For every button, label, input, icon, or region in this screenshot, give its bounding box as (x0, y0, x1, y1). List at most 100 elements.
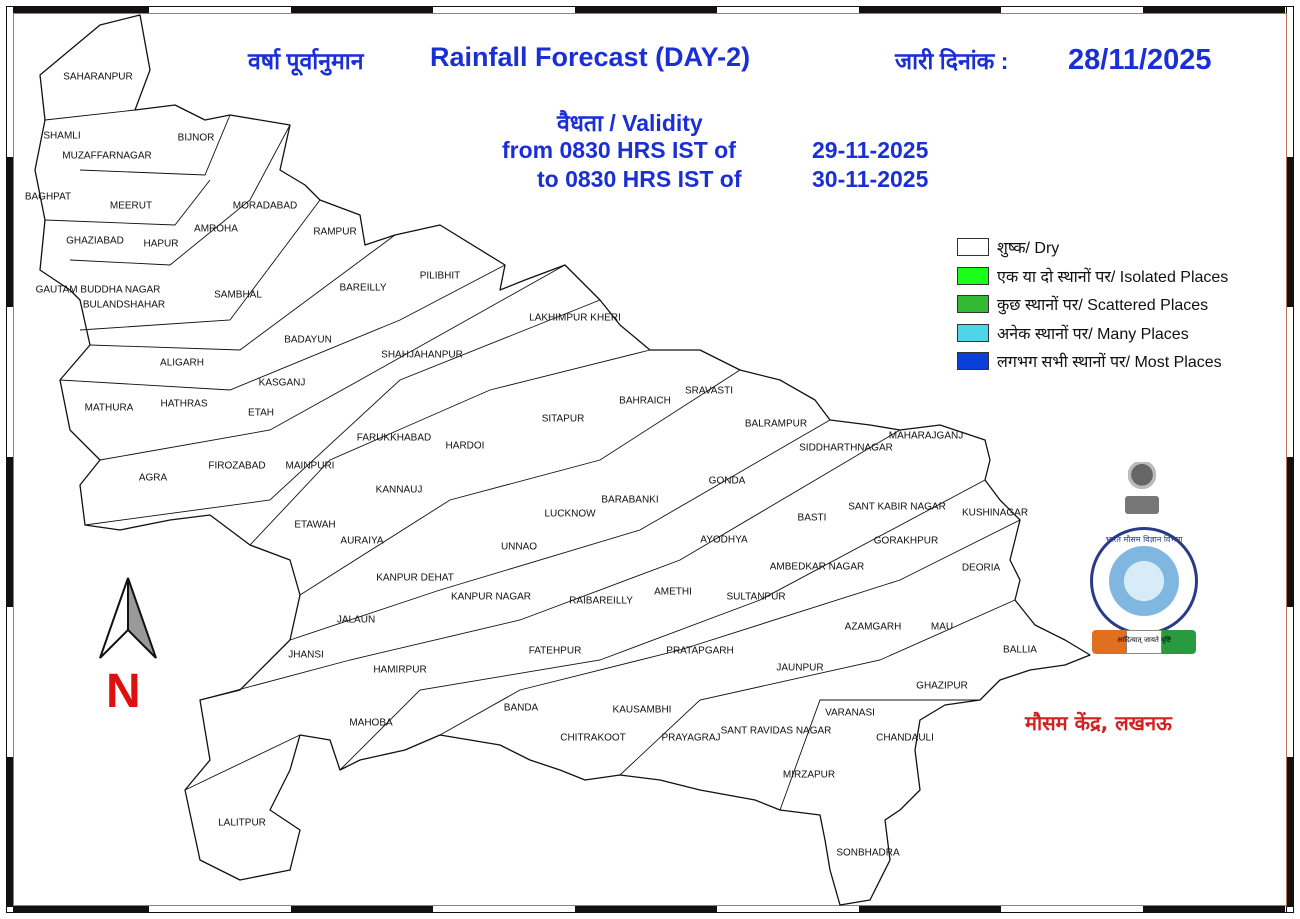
district-label: MAU (930, 621, 954, 633)
district-label: DEORIA (961, 562, 1001, 574)
legend-swatch (957, 323, 989, 342)
district-label: AURAIYA (340, 535, 384, 547)
district-label: HARDOI (445, 440, 485, 452)
legend-item-scattered: कुछ स्थानों पर/ Scattered Places (957, 290, 1228, 319)
district-label: VARANASI (825, 707, 875, 719)
district-label: BALLIA (1003, 644, 1037, 656)
imd-logo: भारत मौसम विज्ञान विभाग (1090, 527, 1198, 635)
district-label: BADAYUN (284, 334, 332, 346)
district-label: MATHURA (84, 402, 134, 414)
imd-motto-text: आदित्यात् जायते वृष्टि (1117, 636, 1171, 644)
district-label: PRATAPGARH (666, 645, 734, 657)
district-label: UNNAO (500, 541, 538, 553)
district-label: MORADABAD (232, 200, 298, 212)
district-label: BANDA (503, 702, 539, 714)
district-label: BULANDSHAHAR (82, 299, 166, 311)
district-label: HAPUR (143, 238, 179, 250)
title-hindi: वर्षा पूर्वानुमान (248, 48, 364, 74)
district-label: PRAYAGRAJ (661, 732, 721, 744)
validity-from-date: 29-11-2025 (812, 137, 929, 163)
district-label: BAREILLY (339, 282, 387, 294)
district-label: LUCKNOW (544, 508, 596, 520)
district-label: GONDA (708, 475, 746, 487)
legend-swatch (957, 352, 989, 371)
district-label: SIDDHARTHNAGAR (799, 442, 893, 454)
legend-item-many: अनेक स्थानों पर/ Many Places (957, 319, 1228, 348)
district-label: AYODHYA (700, 534, 748, 546)
district-label: MEERUT (109, 200, 153, 212)
district-label: AMROHA (194, 223, 238, 235)
national-emblem-icon (1122, 462, 1162, 524)
district-label: KANNAUJ (375, 484, 423, 496)
district-label: FARUKKHABAD (356, 432, 432, 444)
district-label: HATHRAS (160, 398, 208, 410)
district-label: RAIBAREILLY (569, 595, 633, 607)
district-label: CHANDAULI (876, 732, 934, 744)
legend-swatch (957, 266, 989, 285)
north-arrow-icon (99, 577, 157, 659)
district-label: SULTANPUR (726, 591, 786, 603)
north-label: N (106, 665, 141, 718)
district-label: SRAVASTI (685, 385, 733, 397)
district-label: SANT KABIR NAGAR (848, 501, 946, 513)
district-label: SITAPUR (541, 413, 585, 425)
legend: शुष्क/ Dry एक या दो स्थानों पर/ Isolated… (957, 233, 1228, 376)
district-label: BIJNOR (177, 132, 215, 144)
legend-label: एक या दो स्थानों पर/ Isolated Places (997, 268, 1229, 286)
district-label: BALRAMPUR (744, 418, 808, 430)
district-label: RAMPUR (313, 226, 357, 238)
district-label: AMBEDKAR NAGAR (769, 561, 865, 573)
legend-item-dry: शुष्क/ Dry (957, 233, 1228, 262)
district-label: LAKHIMPUR KHERI (529, 312, 621, 324)
district-boundaries (44, 109, 1021, 811)
district-label: GHAZIABAD (66, 235, 124, 247)
district-label: HAMIRPUR (373, 664, 427, 676)
district-label: MAINPURI (285, 460, 335, 472)
district-label: SAMBHAL (214, 289, 262, 301)
legend-label: शुष्क/ Dry (997, 240, 1060, 258)
district-label: FATEHPUR (528, 645, 582, 657)
district-label: ETAH (248, 407, 274, 419)
district-label: ALIGARH (160, 357, 204, 369)
district-label: SANT RAVIDAS NAGAR (720, 725, 832, 737)
footer-office: मौसम केंद्र, लखनऊ (1025, 711, 1172, 735)
legend-swatch (957, 238, 989, 257)
district-label: KANPUR NAGAR (450, 591, 532, 603)
district-label: SHAHJAHANPUR (381, 349, 463, 361)
district-label: CHITRAKOOT (560, 732, 626, 744)
map-inner-border (13, 13, 1287, 906)
issue-date: 28/11/2025 (1068, 44, 1212, 76)
imd-logo-text: भारत मौसम विज्ञान विभाग (1105, 535, 1183, 544)
district-label: FIROZABAD (208, 460, 266, 472)
district-label: SONBHADRA (836, 847, 900, 859)
district-label: BARABANKI (601, 494, 659, 506)
validity-label: वैधता / Validity (557, 110, 703, 136)
district-label: BAGHPAT (24, 191, 72, 203)
district-label: MUZAFFARNAGAR (62, 150, 152, 162)
district-label: JALAUN (336, 614, 376, 626)
district-label: GHAZIPUR (916, 680, 968, 692)
legend-item-most: लगभग सभी स्थानों पर/ Most Places (957, 347, 1228, 376)
district-label: BASTI (797, 512, 827, 524)
validity-to-label: to 0830 HRS IST of (537, 166, 742, 192)
district-label: AZAMGARH (844, 621, 902, 633)
legend-item-isolated: एक या दो स्थानों पर/ Isolated Places (957, 262, 1228, 291)
district-label: GORAKHPUR (873, 535, 939, 547)
district-label: KUSHINAGAR (961, 507, 1029, 519)
district-label: AMETHI (654, 586, 692, 598)
district-label: GAUTAM BUDDHA NAGAR (35, 284, 161, 296)
state-outline (34, 14, 1091, 906)
district-label: MAHOBA (349, 717, 393, 729)
district-label: SHAMLI (43, 130, 81, 142)
legend-label: कुछ स्थानों पर/ Scattered Places (997, 297, 1209, 315)
district-label: AGRA (138, 472, 168, 484)
district-label: LALITPUR (218, 817, 266, 829)
legend-label: लगभग सभी स्थानों पर/ Most Places (997, 354, 1222, 372)
legend-swatch (957, 295, 989, 314)
district-label: KASGANJ (258, 377, 306, 389)
legend-label: अनेक स्थानों पर/ Many Places (997, 325, 1189, 343)
issue-date-label: जारी दिनांक : (895, 48, 1009, 74)
district-label: MIRZAPUR (782, 769, 836, 781)
district-label: KAUSAMBHI (612, 704, 672, 716)
